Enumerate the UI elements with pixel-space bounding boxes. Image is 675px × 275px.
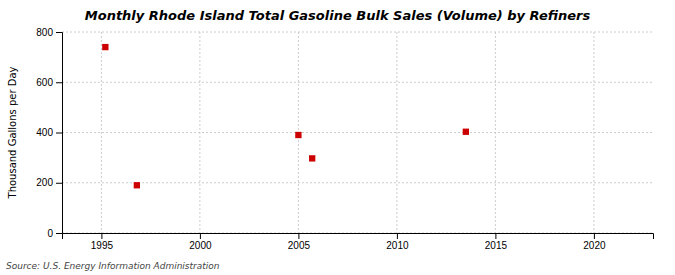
x-tick: 2020 <box>583 233 606 251</box>
grid <box>62 32 653 233</box>
x-tick-mark <box>594 233 595 239</box>
x-axis-line <box>63 234 654 240</box>
x-tick: 1995 <box>91 233 114 251</box>
x-tick-label: 2000 <box>189 240 212 251</box>
point <box>295 132 301 138</box>
x-tick-mark <box>200 233 201 239</box>
point <box>463 129 469 135</box>
point <box>309 155 315 161</box>
y-tick-mark <box>56 233 62 234</box>
y-tick-mark <box>56 133 62 134</box>
y-tick-mark <box>56 183 62 184</box>
y-axis-title: Thousand Gallons per Day <box>7 66 18 199</box>
y-axis: 0 200 400 600 800 <box>36 27 62 239</box>
y-tick-mark <box>56 32 62 33</box>
x-tick: 2005 <box>288 233 311 251</box>
y-tick: 600 <box>36 77 62 88</box>
points <box>102 44 469 189</box>
y-tick-label: 600 <box>36 77 53 88</box>
chart-svg: 1995 2000 2005 2010 2015 2020 0 200 400 600 800 Mon… <box>0 0 675 275</box>
y-tick: 200 <box>36 177 62 188</box>
x-tick-mark <box>495 233 496 239</box>
x-tick-label: 2015 <box>485 240 508 251</box>
x-grid-line <box>101 32 102 233</box>
y-tick: 400 <box>36 127 62 138</box>
y-tick-label: 200 <box>36 177 53 188</box>
y-axis-line <box>56 33 63 234</box>
plot-area: 1995 2000 2005 2010 2015 2020 0 200 400 600 800 <box>36 27 653 251</box>
x-tick: 2000 <box>189 233 212 251</box>
point <box>134 182 140 188</box>
source: Source: U.S. Energy Information Administ… <box>6 261 220 271</box>
y-grid-line <box>62 82 653 83</box>
y-grid-line <box>62 182 653 183</box>
y-tick: 800 <box>36 27 62 38</box>
y-tick-label: 0 <box>47 228 53 239</box>
x-tick: 2015 <box>485 233 508 251</box>
y-tick-label: 400 <box>36 127 53 138</box>
title: Monthly Rhode Island Total Gasoline Bulk… <box>85 8 591 23</box>
x-tick-label: 1995 <box>91 240 114 251</box>
x-tick-label: 2005 <box>288 240 311 251</box>
x-tick-label: 2020 <box>583 240 606 251</box>
x-grid-line <box>396 32 397 233</box>
x-tick: 2010 <box>386 233 409 251</box>
x-axis: 1995 2000 2005 2010 2015 2020 <box>63 233 654 251</box>
y-tick: 0 <box>47 228 62 239</box>
x-tick-mark <box>298 233 299 239</box>
x-tick-mark <box>397 233 398 239</box>
x-tick-label: 2010 <box>386 240 409 251</box>
y-tick-label: 800 <box>36 27 53 38</box>
x-tick-mark <box>101 233 102 239</box>
y-grid-line <box>62 32 653 33</box>
y-tick-mark <box>56 82 62 83</box>
point <box>102 44 108 50</box>
y-grid-line <box>62 132 653 133</box>
